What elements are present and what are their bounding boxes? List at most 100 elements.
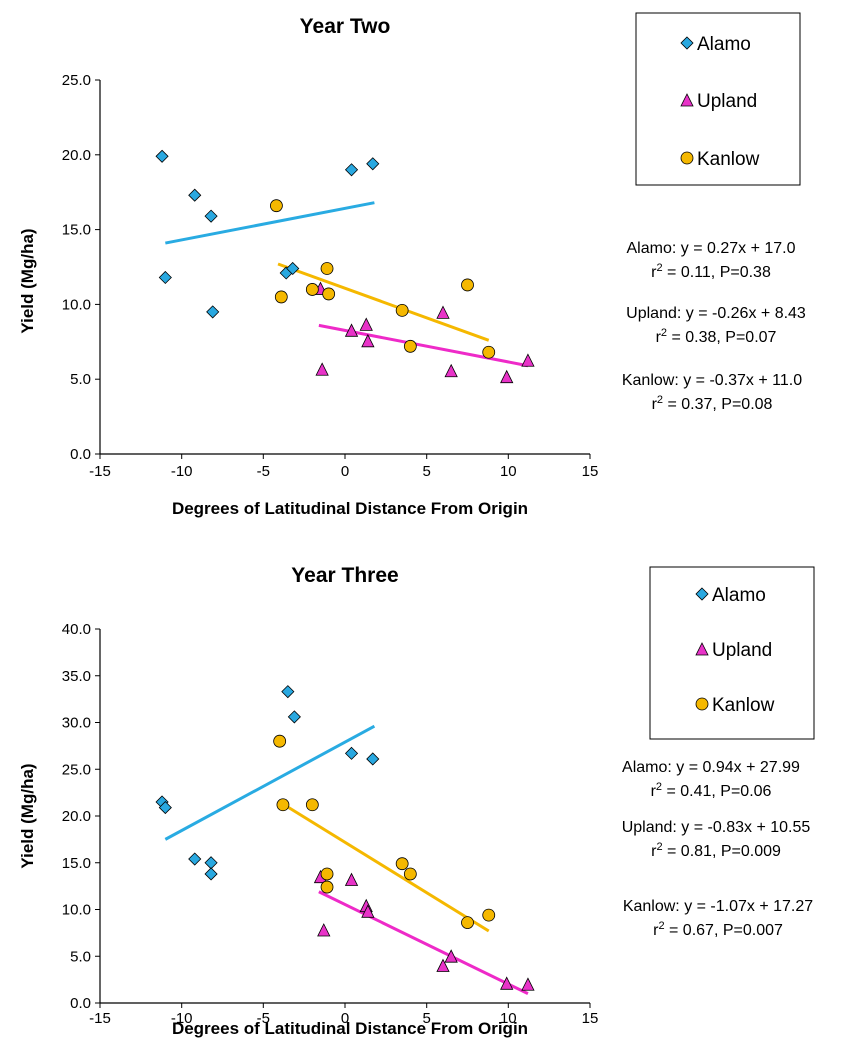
legend-item-alamo: Alamo [680,34,751,55]
y-tick-label: 0.0 [70,446,91,463]
r-squared-line: r2 = 0.11, P=0.38 [651,262,771,281]
r-squared-value: = 0.67, P=0.007 [665,922,783,939]
data-point-alamo [286,261,300,276]
legend-item-upland: Upland [695,640,772,661]
y-tick-label: 35.0 [62,668,91,685]
data-point-kanlow [482,345,496,359]
r-symbol: r [651,264,657,281]
legend-marker-circle [680,151,694,165]
superscript: 2 [656,781,662,793]
data-point-kanlow [403,339,417,353]
r-symbol: r [656,329,662,346]
r-squared-line: r2 = 0.41, P=0.06 [651,781,772,800]
regression-equations: Alamo: y = 0.27x + 17.0 r2 = 0.11, P=0.3… [622,240,806,413]
plot-area [155,685,535,995]
data-point-kanlow [395,857,409,871]
y-tick-label: 15.0 [62,855,91,872]
data-point-kanlow [269,199,283,213]
trendline-upland [318,890,529,995]
x-tick-label: 0 [341,1010,349,1027]
y-ticks: 0.0 5.0 10.0 15.0 20.0 25.0 30.0 35.0 40… [62,621,100,1012]
x-tick-label: 10 [500,463,517,480]
data-point-kanlow [395,303,409,317]
x-tick-label: -10 [171,463,193,480]
legend-marker-diamond [680,36,694,50]
r-squared-line: r2 = 0.38, P=0.07 [656,327,777,346]
r-squared-value: = 0.81, P=0.009 [663,843,781,860]
equation-upland: Upland: y = -0.83x + 10.55 r2 = 0.81, P=… [622,819,811,860]
data-point-upland [500,369,514,384]
y-tick-label: 25.0 [62,72,91,89]
x-tick-label: 10 [500,1010,517,1027]
data-point-upland [361,904,375,918]
trendline-alamo [164,724,376,841]
y-tick-label: 5.0 [70,371,91,388]
data-point-alamo [188,188,202,202]
data-point-alamo [366,752,380,766]
legend-marker-circle [695,697,709,711]
data-point-kanlow [276,798,290,812]
trendline-alamo [165,201,375,245]
x-tick-label: 15 [582,1010,599,1027]
x-ticks: -15 -10 -5 0 5 10 15 [89,454,598,480]
data-point-kanlow [461,278,474,292]
x-tick-label: -10 [171,1010,193,1027]
y-tick-label: 15.0 [62,222,91,239]
y-axis-label: Yield (Mg/ha) [18,763,37,868]
legend-marker-triangle [680,93,694,107]
data-point-kanlow [305,283,319,296]
data-point-alamo [366,157,380,171]
x-tick-label: 15 [582,463,599,480]
equation-line: Alamo: y = 0.94x + 27.99 [622,759,800,776]
superscript: 2 [656,262,662,274]
chart-year-two: Year Two 0.0 5.0 10.0 15.0 20.0 25.0 Yie… [18,12,806,518]
equation-upland: Upland: y = -0.26x + 8.43 r2 = 0.38, P=0… [626,305,806,346]
data-point-alamo [158,801,172,815]
y-axis: 0.0 5.0 10.0 15.0 20.0 25.0 Yield (Mg/ha… [18,72,101,463]
x-tick-label: -15 [89,463,111,480]
x-axis-label: Degrees of Latitudinal Distance From Ori… [172,1019,528,1038]
legend-label: Alamo [712,585,766,606]
r-squared-line: r2 = 0.37, P=0.08 [652,394,773,413]
data-point-alamo [344,746,359,760]
data-point-alamo [204,209,218,223]
data-point-alamo [281,685,295,699]
data-point-kanlow [461,916,474,929]
y-axis-label: Yield (Mg/ha) [18,228,37,333]
data-point-upland [521,353,535,367]
plot-area [155,149,535,384]
equation-alamo: Alamo: y = 0.94x + 27.99 r2 = 0.41, P=0.… [622,759,800,800]
equation-line: Kanlow: y = -1.07x + 17.27 [623,898,813,915]
y-tick-label: 20.0 [62,808,91,825]
r-symbol: r [652,396,658,413]
data-point-alamo [206,305,220,319]
r-squared-value: = 0.11, P=0.38 [663,264,771,281]
equation-alamo: Alamo: y = 0.27x + 17.0 r2 = 0.11, P=0.3… [627,240,796,281]
data-point-upland [344,323,359,337]
data-point-upland [521,977,535,991]
y-ticks: 0.0 5.0 10.0 15.0 20.0 25.0 [62,72,100,463]
trendline-kanlow [278,800,490,933]
x-tick-label: -5 [257,1010,270,1027]
x-tick-label: 0 [341,463,349,480]
data-point-alamo [204,856,218,870]
trendline-kanlow [277,262,490,342]
superscript: 2 [661,327,667,339]
y-tick-label: 25.0 [62,761,91,778]
y-tick-label: 5.0 [70,948,91,965]
data-point-alamo [204,867,218,881]
equation-kanlow: Kanlow: y = -0.37x + 11.0 r2 = 0.37, P=0… [622,372,802,413]
data-point-upland [344,872,359,886]
data-point-upland [315,362,329,376]
legend-label: Alamo [697,34,751,55]
legend-label: Kanlow [697,149,760,170]
data-point-upland [444,363,458,378]
data-point-alamo [188,852,202,866]
legend-box [649,566,815,740]
data-point-kanlow [482,908,496,922]
data-point-upland [436,305,450,319]
superscript: 2 [656,841,662,853]
x-tick-label: -5 [257,463,270,480]
legend-item-kanlow: Kanlow [680,149,760,170]
legend-item-upland: Upland [680,91,757,112]
